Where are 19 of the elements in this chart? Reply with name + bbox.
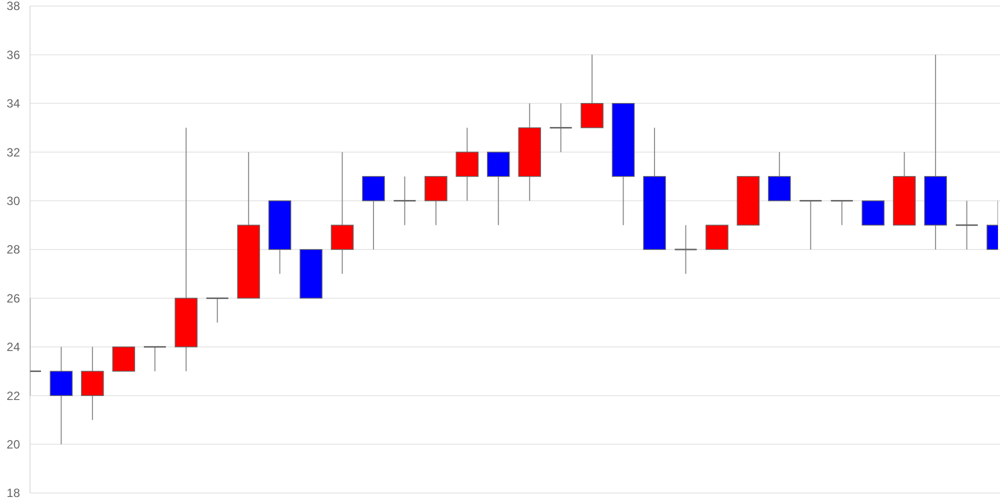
- candlestick: [143, 346, 167, 372]
- y-tick-label: 34: [6, 96, 20, 111]
- candlestick: [674, 224, 698, 274]
- y-tick-label: 38: [6, 0, 20, 14]
- y-tick-label: 36: [6, 48, 20, 62]
- y-tick-label: 32: [6, 145, 20, 160]
- candlestick: [955, 200, 979, 250]
- y-tick-label: 28: [6, 242, 20, 257]
- candlestick: [549, 102, 573, 153]
- candlestick: [798, 200, 822, 250]
- candlestick: [830, 200, 854, 226]
- candlestick: [206, 297, 230, 324]
- candlestick: [392, 176, 416, 226]
- y-tick-label: 26: [6, 291, 20, 306]
- y-tick-label: 24: [6, 340, 20, 354]
- y-tick-label: 20: [6, 438, 20, 452]
- y-tick-label: 30: [6, 194, 20, 208]
- y-tick-label: 18: [6, 486, 20, 500]
- y-tick-label: 22: [6, 388, 20, 403]
